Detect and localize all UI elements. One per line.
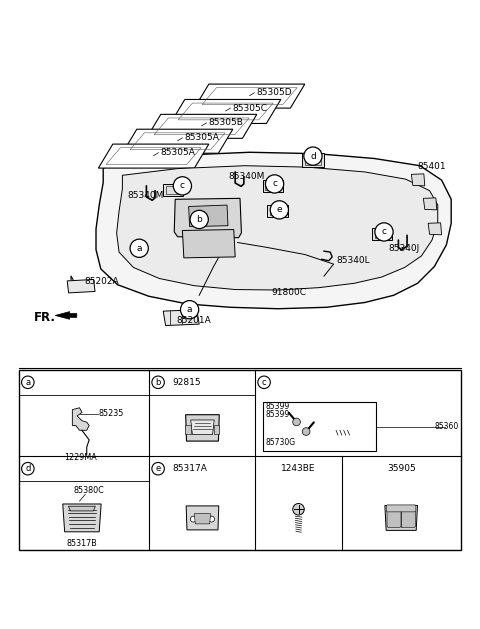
Polygon shape bbox=[267, 205, 288, 217]
Polygon shape bbox=[186, 506, 219, 530]
Circle shape bbox=[22, 462, 34, 475]
Polygon shape bbox=[163, 184, 183, 196]
Circle shape bbox=[191, 516, 196, 522]
Text: a: a bbox=[136, 244, 142, 253]
Text: 1229MA: 1229MA bbox=[64, 453, 97, 462]
Bar bbox=[185, 425, 191, 433]
Polygon shape bbox=[55, 311, 77, 320]
Polygon shape bbox=[194, 84, 305, 108]
Bar bbox=[263, 403, 375, 451]
Text: 92815: 92815 bbox=[172, 378, 201, 387]
Text: 85305A: 85305A bbox=[185, 133, 220, 142]
Polygon shape bbox=[385, 506, 418, 530]
Text: b: b bbox=[196, 215, 202, 224]
Text: 85201A: 85201A bbox=[177, 316, 211, 325]
Circle shape bbox=[173, 177, 192, 195]
Polygon shape bbox=[182, 230, 235, 258]
Text: c: c bbox=[262, 378, 266, 387]
Text: 85317B: 85317B bbox=[67, 539, 97, 548]
Circle shape bbox=[270, 201, 288, 219]
Circle shape bbox=[293, 503, 304, 515]
Circle shape bbox=[152, 376, 164, 389]
Text: 35905: 35905 bbox=[387, 464, 416, 473]
Text: d: d bbox=[25, 464, 31, 473]
Polygon shape bbox=[170, 99, 281, 123]
Polygon shape bbox=[428, 223, 442, 235]
Text: b: b bbox=[156, 378, 161, 387]
Polygon shape bbox=[263, 180, 283, 192]
Polygon shape bbox=[72, 408, 89, 430]
Polygon shape bbox=[423, 198, 437, 210]
Polygon shape bbox=[117, 165, 438, 290]
Text: 85305A: 85305A bbox=[161, 148, 196, 157]
Polygon shape bbox=[302, 153, 324, 167]
Polygon shape bbox=[96, 152, 451, 309]
Text: e: e bbox=[276, 205, 282, 214]
Circle shape bbox=[293, 418, 300, 426]
Text: c: c bbox=[272, 179, 277, 189]
Text: 85340J: 85340J bbox=[389, 244, 420, 253]
Text: 85317A: 85317A bbox=[172, 464, 207, 473]
Text: 91800C: 91800C bbox=[271, 289, 306, 298]
Circle shape bbox=[302, 428, 310, 435]
Polygon shape bbox=[98, 144, 209, 168]
Text: 85380C: 85380C bbox=[74, 486, 105, 495]
Text: c: c bbox=[180, 181, 185, 191]
Circle shape bbox=[265, 175, 284, 193]
Circle shape bbox=[180, 301, 199, 319]
Circle shape bbox=[304, 147, 322, 165]
Polygon shape bbox=[69, 506, 96, 511]
Circle shape bbox=[258, 376, 270, 389]
Circle shape bbox=[209, 516, 215, 522]
Polygon shape bbox=[163, 309, 199, 326]
Text: 85401: 85401 bbox=[418, 162, 446, 171]
Text: a: a bbox=[187, 305, 192, 314]
Text: 85235: 85235 bbox=[99, 409, 124, 418]
Text: 85305D: 85305D bbox=[257, 88, 292, 97]
Polygon shape bbox=[146, 114, 257, 138]
Polygon shape bbox=[191, 420, 214, 435]
Text: a: a bbox=[25, 378, 30, 387]
Text: 85340L: 85340L bbox=[336, 256, 370, 265]
Text: c: c bbox=[382, 228, 386, 237]
FancyBboxPatch shape bbox=[386, 505, 416, 512]
Polygon shape bbox=[411, 174, 425, 186]
Polygon shape bbox=[122, 129, 233, 153]
Text: d: d bbox=[310, 152, 316, 160]
FancyBboxPatch shape bbox=[387, 511, 401, 527]
Polygon shape bbox=[194, 514, 211, 524]
Text: 85399: 85399 bbox=[265, 410, 289, 419]
Text: 85360: 85360 bbox=[434, 422, 458, 431]
Text: 85399: 85399 bbox=[265, 402, 289, 411]
Bar bbox=[214, 425, 219, 433]
Polygon shape bbox=[189, 205, 228, 226]
Text: 85730G: 85730G bbox=[265, 438, 295, 447]
Text: 85202A: 85202A bbox=[84, 277, 119, 286]
Text: FR.: FR. bbox=[34, 311, 56, 324]
Circle shape bbox=[130, 239, 148, 257]
Text: e: e bbox=[156, 464, 161, 473]
Text: 85305C: 85305C bbox=[233, 104, 268, 113]
Polygon shape bbox=[186, 415, 219, 441]
Circle shape bbox=[190, 210, 208, 228]
Polygon shape bbox=[67, 279, 95, 293]
Text: 1243BE: 1243BE bbox=[281, 464, 316, 473]
Circle shape bbox=[22, 376, 34, 389]
FancyBboxPatch shape bbox=[401, 511, 415, 527]
Text: 85340M: 85340M bbox=[228, 172, 264, 181]
Bar bbox=[19, 370, 461, 550]
Polygon shape bbox=[174, 198, 241, 238]
Circle shape bbox=[152, 462, 164, 475]
Text: 85340M: 85340M bbox=[127, 191, 164, 200]
Text: 85305B: 85305B bbox=[209, 118, 244, 128]
Circle shape bbox=[375, 223, 393, 241]
Polygon shape bbox=[372, 228, 392, 240]
Polygon shape bbox=[63, 504, 101, 532]
